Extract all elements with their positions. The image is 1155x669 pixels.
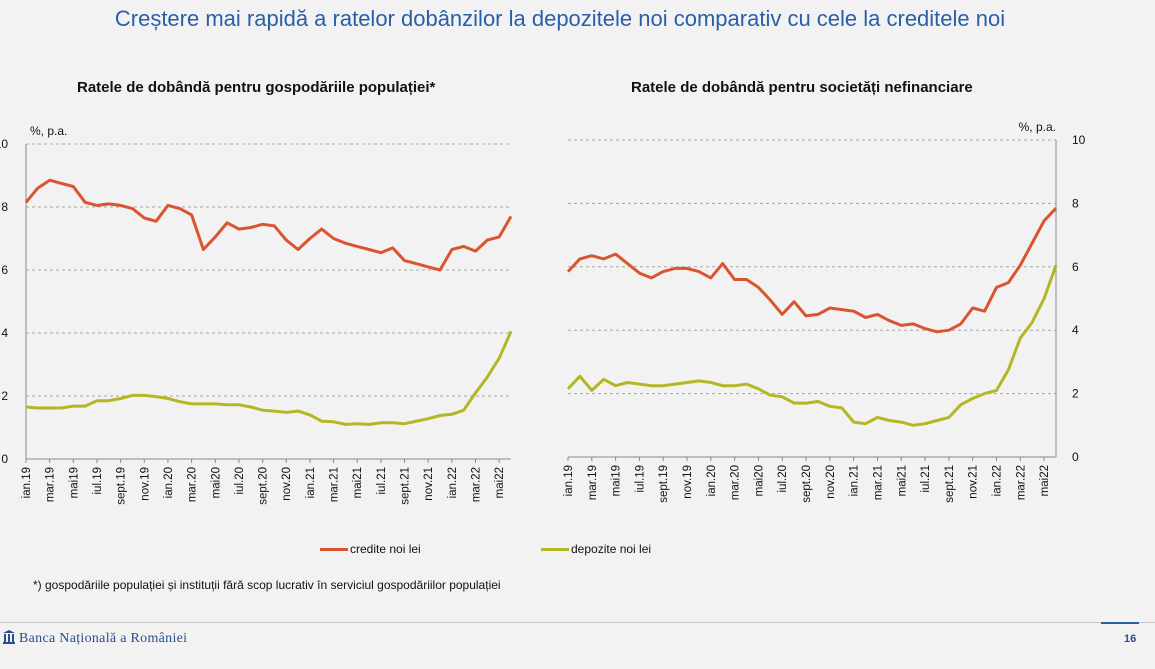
bank-emblem-icon xyxy=(3,630,15,644)
households-xtick-label: mai22 xyxy=(494,467,506,498)
households-xtick-label: sept.19 xyxy=(116,467,128,505)
households-xtick-label: mai19 xyxy=(68,467,80,498)
households-xtick-label: mai20 xyxy=(210,467,222,498)
companies-xtick-label: nov.19 xyxy=(682,465,694,499)
companies-xtick-label: nov.21 xyxy=(968,465,980,499)
footer-divider xyxy=(0,622,1155,623)
page-number-accent xyxy=(1101,622,1139,624)
households-xtick-label: mar.20 xyxy=(187,467,199,502)
companies-xtick-label: sept.20 xyxy=(801,465,813,503)
companies-xtick-label: ian.20 xyxy=(706,465,718,496)
households-series-credite xyxy=(24,178,513,272)
companies-xtick-label: sept.19 xyxy=(658,465,670,503)
households-xtick-label: mar.22 xyxy=(471,467,483,502)
companies-xtick-label: mar.19 xyxy=(587,465,599,500)
companies-series-credite xyxy=(566,207,1058,334)
chart-title-households: Ratele de dobândă pentru gospodăriile po… xyxy=(77,79,436,96)
companies-xtick-label: nov.20 xyxy=(825,465,837,499)
footnote: *) gospodăriile populației și instituții… xyxy=(33,578,501,592)
households-xtick-label: ian.19 xyxy=(21,467,33,498)
households-xtick-label: mar.21 xyxy=(329,467,341,502)
households-series-depozite xyxy=(25,330,513,426)
households-xtick-label: mar.19 xyxy=(45,467,57,502)
companies-xtick-label: iul.20 xyxy=(777,465,789,493)
companies-ytick-label: 10 xyxy=(1072,133,1086,147)
slide-title: Creștere mai rapidă a ratelor dobânzilor… xyxy=(114,6,1006,31)
households-xtick-label: ian.20 xyxy=(163,467,175,498)
households-xtick-label: sept.20 xyxy=(258,467,270,505)
households-xtick-label: mai21 xyxy=(352,467,364,498)
companies-ytick-label: 6 xyxy=(1072,260,1079,274)
households-ytick-label: 6 xyxy=(1,263,8,277)
households-chart: 0 2 4 6 8 10 %, p.a. ian.19 mar.19 mai19 iul.19 sep… xyxy=(0,124,513,505)
households-ytick-label: 2 xyxy=(1,389,8,403)
households-xtick-label: ian.21 xyxy=(305,467,317,498)
companies-xtick-label: mai22 xyxy=(1039,465,1051,496)
households-xtick-label: nov.21 xyxy=(423,467,435,501)
companies-xtick-label: ian.21 xyxy=(849,465,861,496)
bank-name: Banca Națională a României xyxy=(19,631,188,646)
companies-xtick-label: mar.22 xyxy=(1015,465,1027,500)
legend-depozite-swatch xyxy=(541,548,569,552)
companies-xtick-label: iul.19 xyxy=(634,465,646,493)
page-number: 16 xyxy=(1124,633,1137,645)
households-xtick-label: sept.21 xyxy=(400,467,412,505)
companies-xtick-label: sept.21 xyxy=(944,465,956,503)
companies-xtick-label: mar.21 xyxy=(872,465,884,500)
companies-xtick-label: mai19 xyxy=(611,465,623,496)
companies-xtick-label: mai20 xyxy=(753,465,765,496)
companies-xtick-label: iul.21 xyxy=(920,465,932,493)
households-ytick-label: 4 xyxy=(1,326,8,340)
households-xtick-label: iul.21 xyxy=(376,467,388,495)
households-unit-label: %, p.a. xyxy=(30,124,67,138)
companies-xtick-label: ian.22 xyxy=(991,465,1003,496)
households-ytick-label: 8 xyxy=(1,200,8,214)
chart-title-companies: Ratele de dobândă pentru societăți nefin… xyxy=(631,79,973,96)
households-xtick-label: iul.19 xyxy=(92,467,104,495)
companies-ytick-label: 4 xyxy=(1072,323,1079,337)
legend-credite-swatch xyxy=(320,548,348,552)
companies-chart: 0 2 4 6 8 10 %, p.a. ian.19 mar.19 mai19 iul.19 sep… xyxy=(563,120,1086,503)
companies-series-depozite xyxy=(566,264,1058,427)
legend-depozite: depozite noi lei xyxy=(541,542,651,556)
companies-xtick-label: mai21 xyxy=(896,465,908,496)
legend-depozite-label: depozite noi lei xyxy=(571,542,652,556)
companies-unit-label: %, p.a. xyxy=(1019,120,1056,134)
bank-logo: Banca Națională a României xyxy=(2,629,187,647)
companies-ytick-label: 8 xyxy=(1072,196,1079,210)
households-xtick-label: nov.19 xyxy=(139,467,151,501)
households-ytick-label: 0 xyxy=(1,452,8,466)
households-ytick-label: 10 xyxy=(0,137,8,151)
households-xtick-label: ian.22 xyxy=(447,467,459,498)
legend-credite-label: credite noi lei xyxy=(350,542,421,556)
households-xtick-label: iul.20 xyxy=(234,467,246,495)
companies-ytick-label: 2 xyxy=(1072,387,1079,401)
companies-xtick-label: mar.20 xyxy=(730,465,742,500)
households-xtick-label: nov.20 xyxy=(281,467,293,501)
companies-xtick-label: ian.19 xyxy=(563,465,575,496)
companies-ytick-label: 0 xyxy=(1072,450,1079,464)
legend-credite: credite noi lei xyxy=(320,542,421,556)
